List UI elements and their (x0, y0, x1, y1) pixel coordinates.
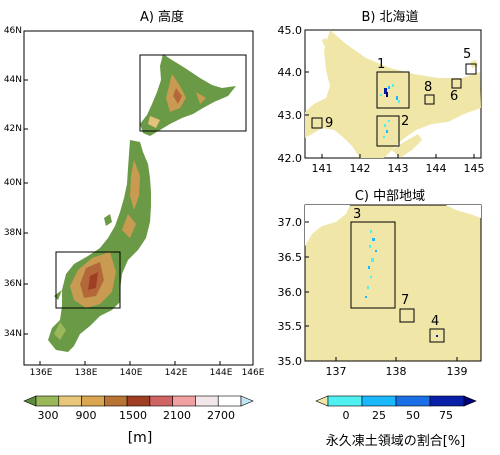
perm-swatch-5 (463, 395, 477, 407)
region-label-9: 9 (325, 116, 334, 131)
hokkaido-land (140, 54, 236, 136)
panel-c-title: C) 中部地域 (354, 189, 426, 204)
panel-c-ytick-36: 36.0 (277, 286, 303, 299)
region-label-8: 8 (424, 80, 433, 95)
lat-tick-42n: 42N (3, 124, 22, 134)
elev-unit-label: [m] (127, 430, 153, 446)
lon-tick-146e: 146E (241, 368, 265, 378)
panel-c-xtick-139: 139 (446, 365, 468, 378)
panel-b-ytick-45: 45.0 (277, 24, 303, 37)
region-label-5: 5 (463, 47, 472, 62)
hokkaido-b-land (305, 30, 481, 158)
perm-swatch-0 (315, 395, 329, 407)
region-label-7: 7 (401, 293, 410, 308)
panel-c-xtick-137: 137 (325, 365, 347, 378)
region-label-4: 4 (431, 314, 440, 329)
lat-tick-44n: 44N (3, 75, 22, 85)
region-label-1: 1 (377, 57, 386, 72)
perm-swatch-2 (361, 395, 397, 407)
panel-b-ytick-43: 43.0 (277, 109, 303, 122)
panel-b-xtick-144: 144 (425, 162, 447, 175)
lat-tick-38n: 38N (3, 228, 22, 238)
elev-tick-2100: 2100 (163, 409, 191, 422)
panel-c-ytick-36-5: 36.5 (277, 251, 303, 264)
panel-a-title: A) 高度 (139, 10, 185, 25)
perm-tick-50: 50 (406, 409, 420, 422)
panel-c-ytick-37: 37.0 (277, 216, 303, 229)
permafrost-hokkaido (380, 84, 400, 138)
perm-tick-25: 25 (372, 409, 386, 422)
region-label-3: 3 (353, 207, 362, 222)
elev-swatch-10 (240, 395, 254, 407)
panel-b-xtick-141: 141 (311, 162, 333, 175)
lon-tick-144e: 144E (209, 368, 233, 378)
panel-b-ytick-44: 44.0 (277, 66, 303, 79)
perm-swatch-3 (395, 395, 431, 407)
panel-b-ytick-42: 42.0 (277, 152, 303, 165)
panel-c-xtick-138: 138 (385, 365, 407, 378)
panel-c-ytick-35: 35.0 (277, 355, 303, 368)
perm-swatch-4 (429, 395, 465, 407)
panel-c-ytick-35-5: 35.5 (277, 320, 303, 333)
lon-tick-136e: 136E (29, 368, 53, 378)
lon-tick-140e: 140E (119, 368, 143, 378)
perm-swatch-1 (327, 395, 363, 407)
elev-tick-1500: 1500 (119, 409, 147, 422)
panel-b-xtick-142: 142 (349, 162, 371, 175)
elev-tick-300: 300 (37, 409, 59, 422)
panel-b-xtick-145: 145 (463, 162, 485, 175)
panel-b-xtick-143: 143 (387, 162, 409, 175)
lon-tick-138e: 138E (74, 368, 98, 378)
permafrost-chubu (365, 230, 438, 337)
region-label-6: 6 (450, 89, 459, 104)
lat-tick-46n: 46N (3, 26, 22, 36)
lat-tick-36n: 36N (3, 279, 22, 289)
perm-colorbar-label: 永久凍土領域の割合[%] (325, 434, 466, 449)
elev-tick-2700: 2700 (207, 409, 235, 422)
perm-tick-75: 75 (439, 409, 453, 422)
panel-b-title: B) 北海道 (361, 10, 419, 25)
region-label-2: 2 (401, 114, 410, 129)
elev-tick-900: 900 (75, 409, 97, 422)
lon-tick-142e: 142E (164, 368, 188, 378)
sea-japan-c (305, 205, 350, 246)
perm-tick-0: 0 (342, 409, 350, 422)
lat-tick-34n: 34N (3, 329, 22, 339)
lat-tick-40n: 40N (3, 178, 22, 188)
